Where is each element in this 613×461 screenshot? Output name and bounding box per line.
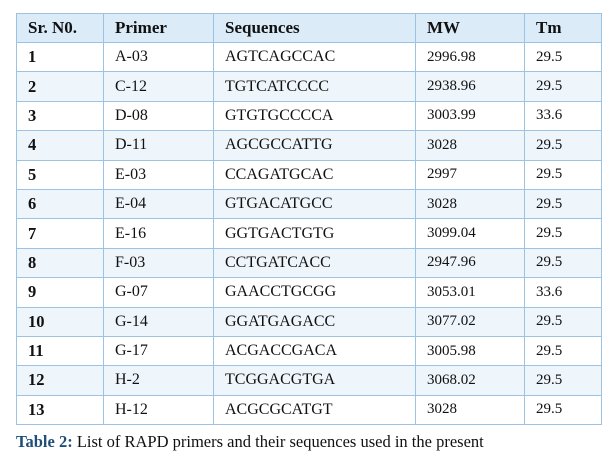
table-body: 1 A-03 AGTCAGCCAC 2996.98 29.5 2 C-12 TGTCATCCC… (16, 41, 602, 426)
cell-sr-no: 3 (16, 100, 104, 132)
table-row: 9 G-07 GAACCTGCGG 3053.01 33.6 (16, 277, 602, 308)
cell-sr-no: 12 (16, 365, 104, 396)
cell-mw: 3053.01 (415, 277, 525, 308)
cell-primer: D-11 (103, 130, 214, 161)
cell-mw: 3005.98 (415, 335, 525, 367)
cell-mw: 2947.96 (415, 247, 525, 279)
cell-tm: 29.5 (524, 247, 602, 279)
table-row: 3 D-08 GTGTGCCCCA 3003.99 33.6 (16, 100, 602, 132)
cell-mw: 3003.99 (415, 100, 525, 132)
cell-sr-no: 2 (16, 71, 104, 102)
cell-primer: E-04 (103, 188, 214, 220)
cell-sr-no: 1 (16, 41, 104, 73)
cell-sequence: GAACCTGCGG (213, 277, 416, 308)
cell-tm: 29.5 (524, 41, 602, 73)
primer-table: Sr. N0. Primer Sequences MW Tm 1 A-03 AGTC… (16, 13, 602, 426)
cell-tm: 33.6 (524, 277, 602, 308)
primer-table-container: Sr. N0. Primer Sequences MW Tm 1 A-03 AGTC… (16, 13, 602, 426)
cell-tm: 29.5 (524, 218, 602, 249)
cell-mw: 3028 (415, 394, 525, 426)
cell-primer: E-03 (103, 159, 214, 190)
cell-sr-no: 5 (16, 159, 104, 190)
cell-sr-no: 10 (16, 306, 104, 337)
table-row: 11 G-17 ACGACCGACA 3005.98 29.5 (16, 335, 602, 367)
cell-mw: 2938.96 (415, 71, 525, 102)
cell-sr-no: 4 (16, 130, 104, 161)
header-sr-no: Sr. N0. (16, 13, 104, 43)
cell-tm: 29.5 (524, 159, 602, 190)
cell-sequence: GTGTGCCCCA (213, 100, 416, 132)
cell-sr-no: 7 (16, 218, 104, 249)
cell-primer: H-12 (103, 394, 214, 426)
table-row: 13 H-12 ACGCGCATGT 3028 29.5 (16, 394, 602, 426)
cell-sr-no: 13 (16, 394, 104, 426)
cell-sequence: GTGACATGCC (213, 188, 416, 220)
cell-primer: D-08 (103, 100, 214, 132)
caption-text: List of RAPD primers and their sequences… (72, 432, 484, 451)
cell-mw: 2997 (415, 159, 525, 190)
cell-mw: 3028 (415, 130, 525, 161)
cell-sr-no: 8 (16, 247, 104, 279)
cell-primer: G-07 (103, 277, 214, 308)
cell-sequence: CCAGATGCAC (213, 159, 416, 190)
table-row: 5 E-03 CCAGATGCAC 2997 29.5 (16, 159, 602, 190)
cell-tm: 29.5 (524, 71, 602, 102)
cell-sequence: AGCGCCATTG (213, 130, 416, 161)
header-mw: MW (415, 13, 525, 43)
cell-sr-no: 6 (16, 188, 104, 220)
table-caption: Table 2: List of RAPD primers and their … (16, 432, 484, 452)
table-row: 2 C-12 TGTCATCCCC 2938.96 29.5 (16, 71, 602, 102)
cell-sequence: CCTGATCACC (213, 247, 416, 279)
cell-sr-no: 9 (16, 277, 104, 308)
cell-tm: 29.5 (524, 365, 602, 396)
cell-sequence: TCGGACGTGA (213, 365, 416, 396)
header-tm: Tm (524, 13, 602, 43)
table-row: 7 E-16 GGTGACTGTG 3099.04 29.5 (16, 218, 602, 249)
table-row: 12 H-2 TCGGACGTGA 3068.02 29.5 (16, 365, 602, 396)
cell-sequence: ACGACCGACA (213, 335, 416, 367)
caption-label: Table 2: (16, 432, 73, 451)
header-sequences: Sequences (213, 13, 416, 43)
cell-primer: A-03 (103, 41, 214, 73)
table-row: 4 D-11 AGCGCCATTG 3028 29.5 (16, 130, 602, 161)
cell-primer: E-16 (103, 218, 214, 249)
cell-tm: 29.5 (524, 394, 602, 426)
cell-mw: 2996.98 (415, 41, 525, 73)
cell-tm: 29.5 (524, 188, 602, 220)
cell-primer: F-03 (103, 247, 214, 279)
cell-sequence: TGTCATCCCC (213, 71, 416, 102)
cell-primer: G-14 (103, 306, 214, 337)
table-row: 1 A-03 AGTCAGCCAC 2996.98 29.5 (16, 41, 602, 73)
cell-sequence: GGATGAGACC (213, 306, 416, 337)
cell-primer: H-2 (103, 365, 214, 396)
cell-tm: 33.6 (524, 100, 602, 132)
cell-tm: 29.5 (524, 130, 602, 161)
cell-mw: 3068.02 (415, 365, 525, 396)
cell-mw: 3099.04 (415, 218, 525, 249)
cell-sr-no: 11 (16, 335, 104, 367)
header-primer: Primer (103, 13, 214, 43)
cell-sequence: GGTGACTGTG (213, 218, 416, 249)
cell-mw: 3028 (415, 188, 525, 220)
cell-tm: 29.5 (524, 306, 602, 337)
table-row: 10 G-14 GGATGAGACC 3077.02 29.5 (16, 306, 602, 337)
table-row: 8 F-03 CCTGATCACC 2947.96 29.5 (16, 247, 602, 279)
cell-primer: C-12 (103, 71, 214, 102)
cell-mw: 3077.02 (415, 306, 525, 337)
cell-primer: G-17 (103, 335, 214, 367)
cell-sequence: AGTCAGCCAC (213, 41, 416, 73)
cell-sequence: ACGCGCATGT (213, 394, 416, 426)
table-row: 6 E-04 GTGACATGCC 3028 29.5 (16, 188, 602, 220)
table-header-row: Sr. N0. Primer Sequences MW Tm (16, 13, 602, 43)
cell-tm: 29.5 (524, 335, 602, 367)
